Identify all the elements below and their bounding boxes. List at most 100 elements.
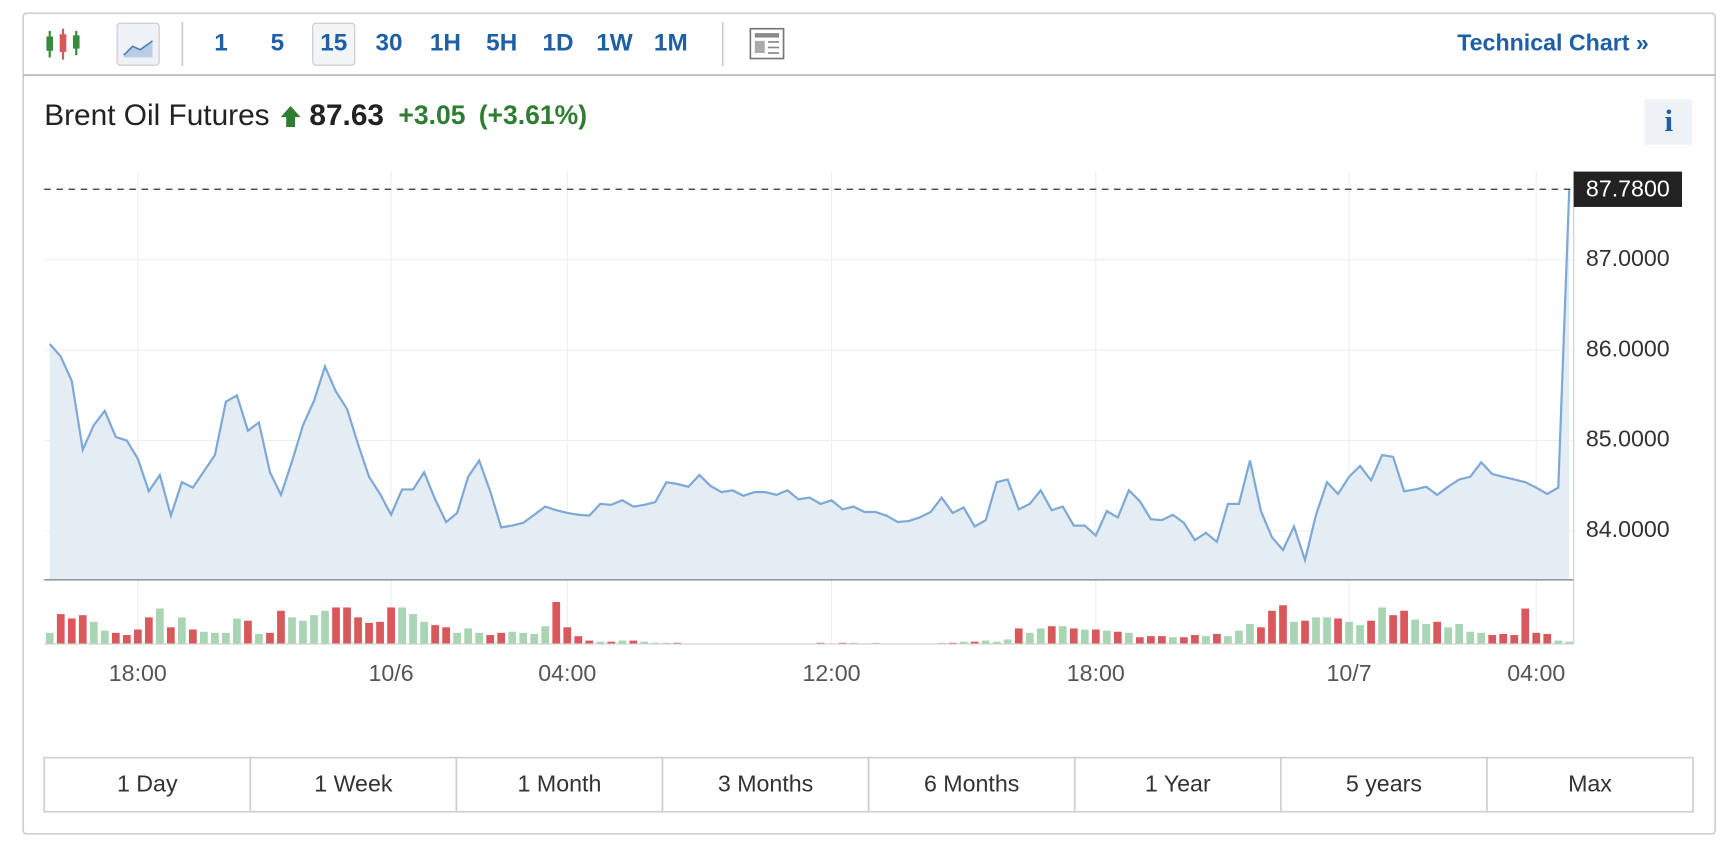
interval-button[interactable]: 5	[271, 30, 285, 57]
candlestick-icon[interactable]	[46, 28, 80, 60]
range-button[interactable]	[1073, 756, 1282, 813]
volume-bar	[1279, 605, 1287, 644]
volume-bar	[144, 617, 153, 644]
volume-bar	[1135, 637, 1144, 644]
volume-bar	[618, 640, 627, 644]
range-button[interactable]	[867, 756, 1076, 813]
range-button[interactable]	[249, 756, 458, 813]
price-change-percent: (+3.61%)	[479, 100, 587, 130]
range-button-label[interactable]: 6 Months	[924, 770, 1019, 796]
volume-bar	[1058, 626, 1067, 644]
y-tick-label: 84.0000	[1586, 516, 1670, 542]
news-icon[interactable]	[749, 27, 785, 60]
interval-button[interactable]: 1	[214, 30, 228, 57]
volume-bar	[332, 607, 340, 644]
volume-bar	[1047, 626, 1056, 644]
volume-bar	[266, 632, 274, 644]
volume-bar	[56, 614, 65, 644]
range-button-label[interactable]: 5 years	[1346, 770, 1422, 796]
volume-bar	[1036, 628, 1045, 644]
volume-bar	[321, 610, 329, 644]
volume-bar	[1499, 633, 1508, 644]
interval-button[interactable]: 15	[320, 30, 347, 57]
volume-bar	[1025, 632, 1034, 644]
volume-bar	[122, 635, 131, 644]
volume-bar	[486, 635, 495, 644]
volume-bar	[992, 641, 1001, 644]
volume-bar	[420, 621, 428, 644]
volume-bar	[1246, 624, 1254, 644]
volume-bar	[497, 632, 506, 644]
up-arrow	[280, 106, 301, 128]
volume-bar	[464, 628, 473, 644]
volume-bar	[629, 640, 638, 644]
y-tick-label: 85.0000	[1586, 426, 1670, 452]
volume-bar	[1080, 629, 1089, 644]
x-tick-label: 18:00	[109, 660, 167, 686]
range-button-label[interactable]: 1 Month	[518, 770, 602, 796]
widget-frame	[22, 12, 1716, 835]
y-tick-label: 86.0000	[1586, 335, 1670, 361]
volume-bar	[1191, 635, 1199, 644]
volume-bar	[45, 632, 54, 644]
volume-bar	[596, 641, 605, 644]
range-button[interactable]	[661, 756, 870, 813]
info-button[interactable]	[1644, 99, 1692, 145]
volume-bar	[1532, 632, 1541, 644]
volume-bar	[1124, 632, 1133, 644]
volume-bar	[1367, 620, 1375, 644]
price-line	[48, 189, 1571, 564]
volume-bar	[1213, 633, 1221, 644]
volume-bar	[1091, 629, 1100, 644]
technical-chart-link[interactable]: Technical Chart »	[1457, 29, 1649, 55]
y-tick-label: 87.0000	[1586, 245, 1670, 271]
volume-bar	[508, 631, 517, 644]
volume-bar	[574, 636, 583, 644]
volume-bar	[343, 607, 351, 644]
line-chart-icon[interactable]	[116, 22, 160, 66]
volume-bar	[1521, 608, 1530, 644]
x-tick-label: 04:00	[1507, 660, 1565, 686]
volume-bar	[1543, 633, 1552, 644]
volume-bar	[585, 640, 594, 644]
interval-button[interactable]: 1W	[596, 30, 633, 57]
range-button-label[interactable]: 1 Week	[314, 770, 393, 796]
volume-bar	[1235, 630, 1243, 644]
volume-bar	[981, 640, 990, 644]
range-button-label[interactable]: 3 Months	[718, 770, 813, 796]
volume-bar	[563, 627, 572, 644]
interval-button[interactable]: 5H	[486, 30, 517, 57]
interval-button[interactable]: 30	[375, 30, 402, 57]
interval-button[interactable]: 1M	[654, 30, 688, 57]
x-tick-label: 10/7	[1326, 660, 1371, 686]
volume-bar	[376, 621, 384, 644]
volume-bar	[1169, 637, 1177, 644]
range-button[interactable]	[1280, 756, 1488, 813]
volume-bar	[1422, 624, 1431, 644]
volume-bar	[211, 632, 219, 644]
last-value-label: 87.7800	[1586, 176, 1670, 202]
price-change: +3.05	[398, 100, 465, 130]
volume-bar	[1257, 627, 1265, 644]
range-button-label[interactable]: Max	[1568, 770, 1612, 796]
volume-bar	[365, 622, 373, 644]
volume-bar	[1356, 625, 1364, 644]
volume-bar	[166, 627, 175, 644]
volume-bar	[1345, 621, 1353, 644]
range-button-label[interactable]: 1 Year	[1145, 770, 1211, 796]
active-interval-box	[312, 22, 356, 66]
interval-button[interactable]: 1H	[430, 30, 461, 57]
range-button[interactable]	[1486, 756, 1694, 813]
volume-bar	[1466, 631, 1475, 644]
volume-bar	[189, 629, 197, 644]
volume-bar	[233, 618, 241, 644]
info-icon[interactable]: i	[1664, 103, 1673, 138]
volume-bar	[222, 632, 230, 644]
volume-bar	[310, 615, 318, 644]
volume-bar	[1444, 627, 1453, 644]
range-button-label[interactable]: 1 Day	[117, 770, 178, 796]
volume-bar	[200, 631, 208, 644]
interval-button[interactable]: 1D	[543, 30, 574, 57]
